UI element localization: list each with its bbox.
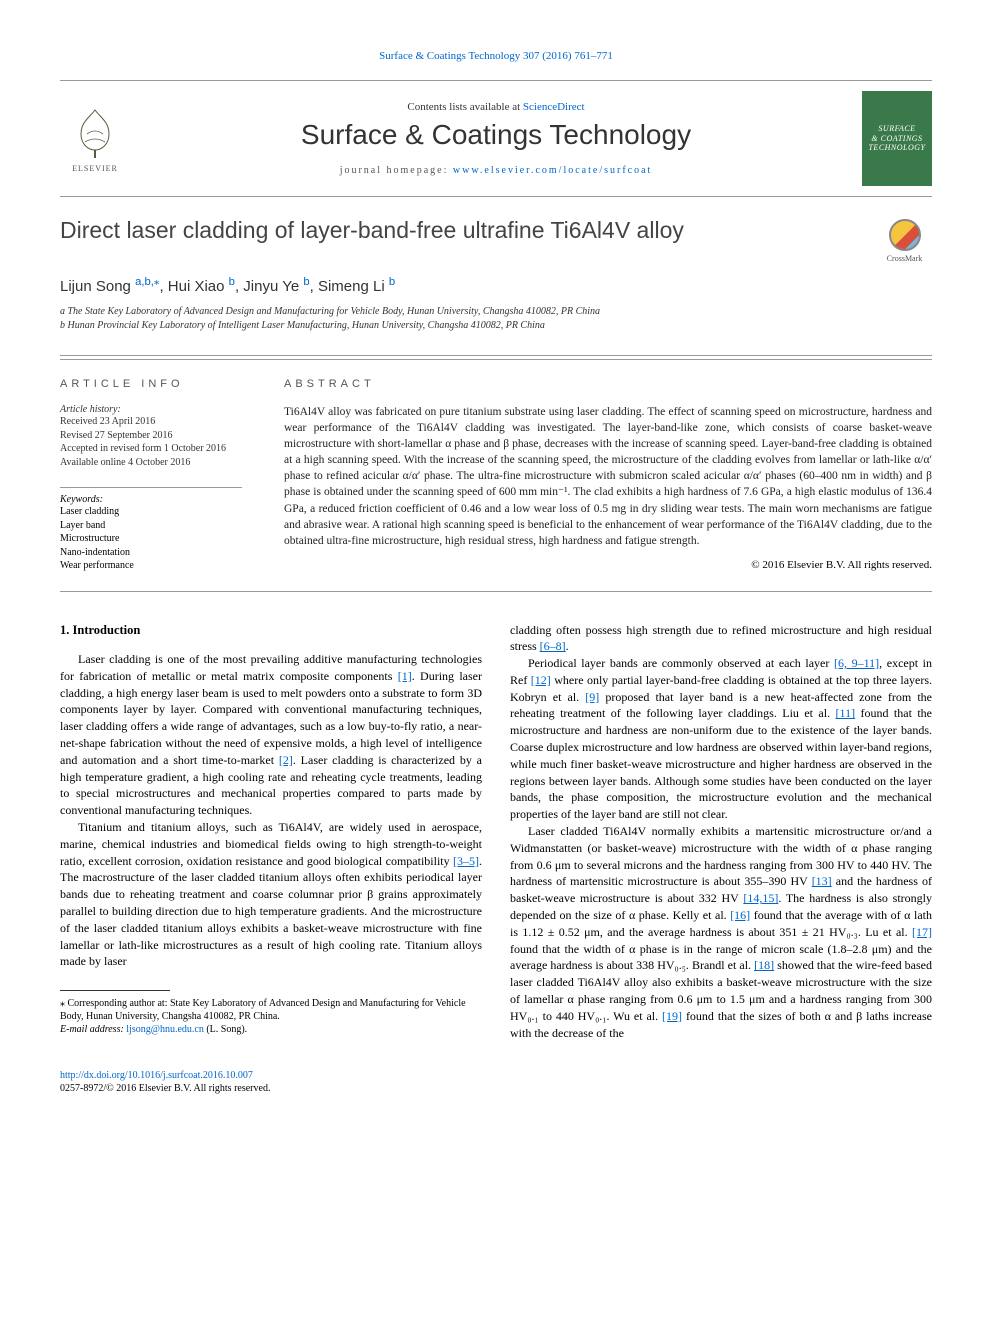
issn-copyright: 0257-8972/© 2016 Elsevier B.V. All right… <box>60 1082 932 1095</box>
ref-2[interactable]: [2] <box>279 753 293 767</box>
page-root: Surface & Coatings Technology 307 (2016)… <box>0 0 992 1135</box>
para-1: Laser cladding is one of the most prevai… <box>60 651 482 819</box>
author-4-aff[interactable]: b <box>389 276 395 288</box>
keyword-1: Laser cladding <box>60 505 242 519</box>
history-revised: Revised 27 September 2016 <box>60 429 242 443</box>
abstract-copyright: © 2016 Elsevier B.V. All rights reserved… <box>284 559 932 571</box>
author-4: Simeng Li <box>318 278 389 295</box>
article-info: ARTICLE INFO Article history: Received 2… <box>60 359 260 591</box>
ref-14-15[interactable]: [14,15] <box>743 891 778 905</box>
homepage-link[interactable]: www.elsevier.com/locate/surfcoat <box>453 165 652 176</box>
affiliation-a: a The State Key Laboratory of Advanced D… <box>60 305 932 319</box>
elsevier-tree-icon <box>71 104 119 162</box>
email-link[interactable]: ljsong@hnu.edu.cn <box>126 1024 204 1035</box>
abstract-label: ABSTRACT <box>284 378 932 390</box>
ref-19[interactable]: [19] <box>662 1009 682 1023</box>
homepage-line: journal homepage: www.elsevier.com/locat… <box>130 165 862 176</box>
footnote-separator <box>60 990 170 991</box>
abstract-text: Ti6Al4V alloy was fabricated on pure tit… <box>284 404 932 549</box>
email-label: E-mail address: <box>60 1024 126 1035</box>
sep3: , <box>310 278 318 295</box>
elsevier-logo: ELSEVIER <box>60 96 130 181</box>
abstract: ABSTRACT Ti6Al4V alloy was fabricated on… <box>260 359 932 591</box>
affiliation-b: b Hunan Provincial Key Laboratory of Int… <box>60 319 932 333</box>
info-abstract-block: ARTICLE INFO Article history: Received 2… <box>60 355 932 592</box>
para-3: cladding often possess high strength due… <box>510 622 932 656</box>
article-title: Direct laser cladding of layer-band-free… <box>60 217 857 244</box>
contents-prefix: Contents lists available at <box>407 101 522 113</box>
header-center: Contents lists available at ScienceDirec… <box>130 101 862 176</box>
crossmark-icon <box>889 219 921 251</box>
running-head-link[interactable]: Surface & Coatings Technology 307 (2016)… <box>379 50 613 62</box>
homepage-prefix: journal homepage: <box>340 165 453 176</box>
column-left: 1. Introduction Laser cladding is one of… <box>60 622 482 1042</box>
affiliations: a The State Key Laboratory of Advanced D… <box>60 305 932 333</box>
contents-line: Contents lists available at ScienceDirec… <box>130 101 862 113</box>
body-columns: 1. Introduction Laser cladding is one of… <box>60 622 932 1042</box>
ref-9[interactable]: [9] <box>585 690 599 704</box>
ref-1[interactable]: [1] <box>398 669 412 683</box>
sep1: , <box>159 278 167 295</box>
cover-line1: SURFACE <box>878 124 915 133</box>
keywords-label: Keywords: <box>60 487 242 505</box>
cover-line3: TECHNOLOGY <box>868 143 925 152</box>
title-row: Direct laser cladding of layer-band-free… <box>60 217 932 263</box>
journal-header: ELSEVIER Contents lists available at Sci… <box>60 80 932 197</box>
bottom-meta: http://dx.doi.org/10.1016/j.surfcoat.201… <box>60 1069 932 1095</box>
ref-13[interactable]: [13] <box>812 874 832 888</box>
authors-line: Lijun Song a,b,⁎, Hui Xiao b, Jinyu Ye b… <box>60 275 932 295</box>
author-3: Jinyu Ye <box>243 278 303 295</box>
para-2: Titanium and titanium alloys, such as Ti… <box>60 819 482 970</box>
history-label: Article history: <box>60 404 242 415</box>
corresponding-footnote: ⁎ Corresponding author at: State Key Lab… <box>60 997 482 1023</box>
sciencedirect-link[interactable]: ScienceDirect <box>523 101 585 113</box>
ref-3-5[interactable]: [3–5] <box>453 854 479 868</box>
ref-17[interactable]: [17] <box>912 925 932 939</box>
keyword-5: Wear performance <box>60 559 242 573</box>
ref-18[interactable]: [18] <box>754 958 774 972</box>
ref-11[interactable]: [11] <box>836 706 856 720</box>
para-4: Periodical layer bands are commonly obse… <box>510 655 932 823</box>
p4e: found that the microstructure and hardne… <box>510 706 932 821</box>
p3b: . <box>566 639 569 653</box>
section-1-heading: 1. Introduction <box>60 622 482 640</box>
p4a: Periodical layer bands are commonly obse… <box>528 656 834 670</box>
elsevier-label: ELSEVIER <box>72 164 118 173</box>
ref-16[interactable]: [16] <box>730 908 750 922</box>
para-5: Laser cladded Ti6Al4V normally exhibits … <box>510 823 932 1041</box>
cover-line2: & COATINGS <box>871 134 922 143</box>
ref-12[interactable]: [12] <box>531 673 551 687</box>
article-info-label: ARTICLE INFO <box>60 378 242 390</box>
crossmark-label: CrossMark <box>887 254 923 263</box>
journal-name: Surface & Coatings Technology <box>130 119 862 151</box>
keyword-4: Nano-indentation <box>60 546 242 560</box>
history-received: Received 23 April 2016 <box>60 415 242 429</box>
p3a: cladding often possess high strength due… <box>510 623 932 654</box>
journal-cover-thumbnail: SURFACE & COATINGS TECHNOLOGY <box>862 91 932 186</box>
keyword-2: Layer band <box>60 519 242 533</box>
cover-title: SURFACE & COATINGS TECHNOLOGY <box>868 124 925 153</box>
keyword-3: Microstructure <box>60 532 242 546</box>
p2a: Titanium and titanium alloys, such as Ti… <box>60 820 482 868</box>
footnote-text: Corresponding author at: State Key Labor… <box>60 998 466 1022</box>
author-1: Lijun Song <box>60 278 135 295</box>
email-suffix: (L. Song). <box>204 1024 247 1035</box>
history-accepted: Accepted in revised form 1 October 2016 <box>60 442 242 456</box>
running-head: Surface & Coatings Technology 307 (2016)… <box>60 50 932 62</box>
column-right: cladding often possess high strength due… <box>510 622 932 1042</box>
ref-6-9-11[interactable]: [6, 9–11] <box>834 656 879 670</box>
author-2: Hui Xiao <box>168 278 229 295</box>
doi-link[interactable]: http://dx.doi.org/10.1016/j.surfcoat.201… <box>60 1070 253 1081</box>
history-online: Available online 4 October 2016 <box>60 456 242 470</box>
p2b: . The macrostructure of the laser cladde… <box>60 854 482 969</box>
email-footnote: E-mail address: ljsong@hnu.edu.cn (L. So… <box>60 1023 482 1036</box>
crossmark-badge[interactable]: CrossMark <box>877 219 932 263</box>
author-1-aff[interactable]: a,b, <box>135 276 154 288</box>
ref-6-8[interactable]: [6–8] <box>540 639 566 653</box>
